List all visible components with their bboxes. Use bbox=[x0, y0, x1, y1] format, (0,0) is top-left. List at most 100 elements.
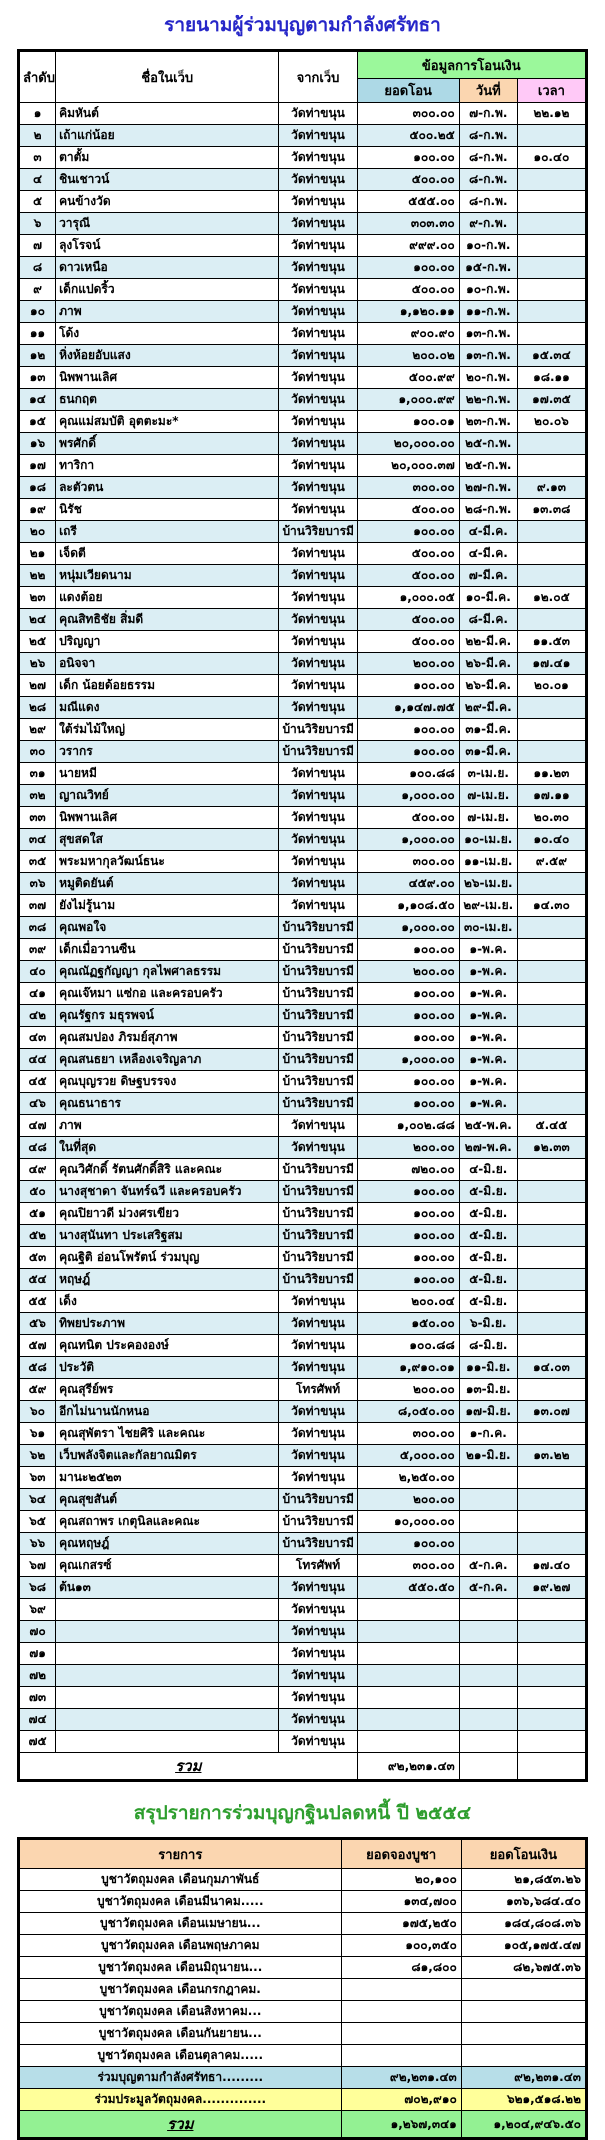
donor-time-cell: ๑๓.๒๒ bbox=[516, 1444, 588, 1467]
donor-name-cell bbox=[55, 1620, 280, 1643]
donor-time-cell bbox=[516, 234, 588, 257]
donor-source-cell: วัดท่าขนุน bbox=[278, 212, 358, 235]
donor-row: ๕๙ คุณสุรีย์พร โทรศัพท์ ๒๐๐.๐๐ ๑๓-มิ.ย. bbox=[17, 1378, 588, 1401]
donor-name-cell: พระมหากุลวัฒน์ธนะ bbox=[55, 850, 280, 873]
donor-order-cell: ๕๓ bbox=[17, 1246, 57, 1269]
summary-transfer-cell: ๑๘๔,๘๐๘.๓๖ bbox=[460, 1912, 588, 1935]
donor-date-cell: ๑-พ.ค. bbox=[458, 1004, 518, 1027]
donor-date-cell bbox=[458, 1686, 518, 1709]
donor-amount-cell bbox=[356, 1730, 460, 1753]
donor-source-cell: บ้านวิริยบารมี bbox=[278, 1224, 358, 1247]
summary-transfer-cell: ๑๐๕,๑๗๕.๔๗ bbox=[460, 1934, 588, 1957]
donor-source-cell: วัดท่าขนุน bbox=[278, 1444, 358, 1467]
donor-order-cell: ๗๒ bbox=[17, 1664, 57, 1687]
donor-time-cell bbox=[516, 1202, 588, 1225]
donor-date-cell: ๒๙-มี.ค. bbox=[458, 696, 518, 719]
summary-month-row: บูชาวัตถุมงคล เดือนมิถุนายน... ๘๑,๘๐๐ ๘๒,๖… bbox=[18, 1956, 588, 1979]
donor-name-cell: นางสุนันทา ประเสริฐสม bbox=[55, 1224, 280, 1247]
donor-date-cell: ๑๓-ก.พ. bbox=[458, 322, 518, 345]
donor-name-cell: คุณเกสรซ์ bbox=[55, 1554, 280, 1577]
donor-amount-cell: ๑๐๐.๐๐ bbox=[356, 1004, 460, 1027]
donor-date-cell: ๑๐-มี.ค. bbox=[458, 586, 518, 609]
donor-date-cell: ๒๙-เม.ย. bbox=[458, 894, 518, 917]
donor-date-cell: ๘-ก.พ. bbox=[458, 124, 518, 147]
donor-name-cell: ยังไม่รู้นาม bbox=[55, 894, 280, 917]
donor-time-cell bbox=[516, 1158, 588, 1181]
donor-source-cell: บ้านวิริยบารมี bbox=[278, 520, 358, 543]
donor-order-cell: ๒๒ bbox=[17, 564, 57, 587]
donor-row: ๗ลุงโรจน์ วัดท่าขนุน ๙๙๙.๐๐ ๑๐-ก.พ. bbox=[17, 234, 588, 257]
donor-time-cell bbox=[516, 1180, 588, 1203]
donor-order-cell: ๖๔ bbox=[17, 1488, 57, 1511]
donor-source-cell: บ้านวิริยบารมี bbox=[278, 938, 358, 961]
donor-name-cell: เด็กเมื่อวานซืน bbox=[55, 938, 280, 961]
donor-row: ๒๗ เด็ก น้อยด้อยธรรม วัดท่าขนุน ๑๐๐.๐๐ ๒๖-มี… bbox=[17, 674, 588, 697]
donor-date-cell: ๑๐-ก.พ. bbox=[458, 234, 518, 257]
donor-row: ๓๖ หมูติดยันต์ วัดท่าขนุน ๔๕๙.๐๐ ๒๖-เม.ย. bbox=[17, 872, 588, 895]
donor-source-cell: วัดท่าขนุน bbox=[278, 1576, 358, 1599]
donor-amount-cell: ๗๒๐.๐๐ bbox=[356, 1158, 460, 1181]
donor-name-cell: คุณสุพัตรา ไชยศิริ และคณะ bbox=[55, 1422, 280, 1445]
donor-order-cell: ๘ bbox=[17, 256, 57, 279]
donor-row: ๕๘ ประวัติ วัดท่าขนุน ๑,๙๑๐.๐๑ ๑๑-มิ.ย. ๑๔.๐๓ bbox=[17, 1356, 588, 1379]
donor-name-cell bbox=[55, 1708, 280, 1731]
donor-source-cell: วัดท่าขนุน bbox=[278, 1642, 358, 1665]
donor-source-cell: บ้านวิริยบารมี bbox=[278, 982, 358, 1005]
donor-time-cell bbox=[516, 190, 588, 213]
donor-name-cell: คุณบุญรวย ดิษฐบรรจง bbox=[55, 1070, 280, 1093]
donor-amount-cell: ๑๐๐.๐๐ bbox=[356, 674, 460, 697]
summary-table: รายการ ยอดจองบูชา ยอดโอนเงิน บูชาวัตถุมง… bbox=[17, 1837, 588, 2140]
summary-total-row: รวม ๑,๒๖๗,๓๔๑ ๑,๒๐๔,๙๔๖.๕๐ bbox=[18, 2110, 588, 2139]
donor-row: ๕๕ เด็ง วัดท่าขนุน ๒๐๐.๐๔ ๕-มิ.ย. bbox=[17, 1290, 588, 1313]
donor-order-cell: ๖๙ bbox=[17, 1598, 57, 1621]
donor-order-cell: ๒๘ bbox=[17, 696, 57, 719]
donor-date-cell: ๒๕-ก.พ. bbox=[458, 432, 518, 455]
donor-time-cell: ๙.๕๙ bbox=[516, 850, 588, 873]
donor-row: ๕๐ นางสุชาดา จันทร์ฉวี และครอบครัว บ้านวิร… bbox=[17, 1180, 588, 1203]
donor-date-cell: ๑๐-ก.พ. bbox=[458, 278, 518, 301]
donor-amount-cell: ๑,๐๐๐.๐๐ bbox=[356, 828, 460, 851]
donor-date-cell bbox=[458, 1730, 518, 1753]
donor-order-cell: ๓๕ bbox=[17, 850, 57, 873]
donor-source-cell: วัดท่าขนุน bbox=[278, 146, 358, 169]
donor-table-footer: รวม ๙๒,๒๓๑.๔๓ bbox=[18, 1752, 588, 1781]
donor-name-cell: ใต้ร่มไม้ใหญ่ bbox=[55, 718, 280, 741]
donor-name-cell: คุณรัฐกร มธุรพจน์ bbox=[55, 1004, 280, 1027]
donor-amount-cell: ๒๐๐.๐๐ bbox=[356, 1488, 460, 1511]
donor-row: ๗๓ วัดท่าขนุน bbox=[17, 1686, 588, 1709]
donor-source-cell: วัดท่าขนุน bbox=[278, 564, 358, 587]
summary-month-row: บูชาวัตถุมงคล เดือนกุมภาพันธ์ ๒๐,๑๐๐ ๒๑,๘๕… bbox=[18, 1868, 588, 1891]
donor-source-cell: วัดท่าขนุน bbox=[278, 894, 358, 917]
donor-order-cell: ๑๒ bbox=[17, 344, 57, 367]
donor-time-cell: ๑๗.๔๐ bbox=[516, 1554, 588, 1577]
donor-row: ๒เถ้าแก่น้อย วัดท่าขนุน ๕๐๐.๒๕ ๘-ก.พ. bbox=[17, 124, 588, 147]
donor-order-cell: ๕๗ bbox=[17, 1334, 57, 1357]
donor-amount-cell: ๒๐๐.๐๐ bbox=[356, 652, 460, 675]
donor-order-cell: ๒๖ bbox=[17, 652, 57, 675]
donor-source-cell: บ้านวิริยบารมี bbox=[278, 916, 358, 939]
donor-name-cell: นิพพานเลิศ bbox=[55, 806, 280, 829]
donor-row: ๖๖ คุณหฤษฎ์ บ้านวิริยบารมี ๑๐๐.๐๐ bbox=[17, 1532, 588, 1555]
donor-row: ๓๕ พระมหากุลวัฒน์ธนะ วัดท่าขนุน ๓๐๐.๐๐ ๑๑-เม… bbox=[17, 850, 588, 873]
summary-reserve-cell: ๑๗๕,๒๕๐ bbox=[340, 1912, 462, 1935]
donor-name-cell: ภาพ bbox=[55, 300, 280, 323]
donor-time-cell bbox=[516, 718, 588, 741]
summary-transfer-cell bbox=[460, 2022, 588, 2045]
donor-row: ๔๔ คุณสนธยา เหลืองเจริญลาภ บ้านวิริยบารมี๑… bbox=[17, 1048, 588, 1071]
donor-name-cell: คุณสถาพร เกตุนิลและคณะ bbox=[55, 1510, 280, 1533]
donor-name-cell: ทาริกา bbox=[55, 454, 280, 477]
donor-time-cell: ๑๔.๓๐ bbox=[516, 894, 588, 917]
donor-row: ๒๔ คุณสิทธิชัย สิ่มดี วัดท่าขนุน ๕๐๐.๐๐ ๘-มี… bbox=[17, 608, 588, 631]
donor-date-cell: ๖-มิ.ย. bbox=[458, 1312, 518, 1335]
donor-amount-cell: ๑๕๐.๐๐ bbox=[356, 1312, 460, 1335]
donor-amount-cell: ๑,๑๐๘.๕๐ bbox=[356, 894, 460, 917]
donor-order-cell: ๕๒ bbox=[17, 1224, 57, 1247]
donor-table-body: ๑คิมหันต์ วัดท่าขนุน ๓๐๐.๐๐ ๗-ก.พ. ๒๒.๑๒๒เถ้… bbox=[17, 102, 588, 1753]
donor-time-cell: ๑๐.๔๐ bbox=[516, 146, 588, 169]
donor-row: ๖๙ วัดท่าขนุน bbox=[17, 1598, 588, 1621]
donor-date-cell: ๒๐-ก.พ. bbox=[458, 366, 518, 389]
donor-source-cell: วัดท่าขนุน bbox=[278, 1290, 358, 1313]
donor-row: ๓๓ นิพพานเลิศ วัดท่าขนุน ๕๐๐.๐๐ ๗-เม.ย. ๒๐.๓๐ bbox=[17, 806, 588, 829]
donor-name-cell: นิรัช bbox=[55, 498, 280, 521]
donor-date-cell: ๕-มิ.ย. bbox=[458, 1246, 518, 1269]
